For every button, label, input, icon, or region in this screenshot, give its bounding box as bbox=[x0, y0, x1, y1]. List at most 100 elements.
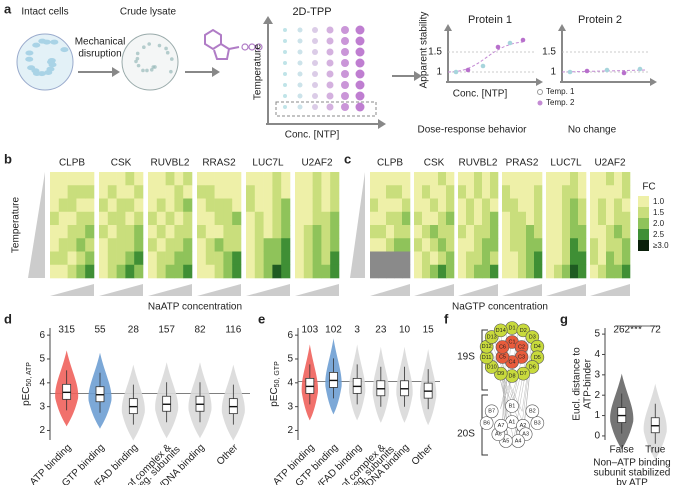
heat-cell bbox=[386, 225, 395, 239]
tpp-dot bbox=[283, 61, 287, 65]
heat-cell bbox=[598, 264, 607, 279]
heat-cell bbox=[116, 225, 126, 239]
heat-cell bbox=[85, 211, 95, 226]
node-label: C3 bbox=[518, 354, 525, 360]
heat-cell bbox=[214, 225, 224, 239]
heat-cell bbox=[590, 238, 599, 252]
heat-cell bbox=[510, 211, 519, 226]
heat-cell bbox=[446, 185, 455, 199]
heat-cell bbox=[303, 264, 313, 279]
heat-cell bbox=[422, 225, 431, 239]
heat-cell bbox=[510, 238, 519, 252]
heat-cell bbox=[474, 225, 483, 239]
heat-cell bbox=[606, 185, 615, 199]
heat-cell bbox=[386, 185, 395, 199]
heat-cell bbox=[370, 211, 379, 226]
molecule-icon bbox=[204, 28, 240, 60]
heat-cell bbox=[378, 251, 387, 266]
heat-cell bbox=[156, 264, 166, 279]
tick-label: 6 bbox=[287, 330, 293, 341]
heat-cell bbox=[321, 172, 331, 186]
node-label: C6 bbox=[499, 344, 506, 350]
heat-cell bbox=[590, 225, 599, 239]
heat-cell bbox=[534, 264, 543, 279]
debris bbox=[157, 43, 162, 48]
heat-cell bbox=[223, 185, 233, 199]
heat-cell bbox=[107, 198, 117, 213]
heat-cell bbox=[281, 185, 291, 199]
heat-cell bbox=[386, 264, 395, 279]
tick-label: 2 bbox=[39, 425, 45, 436]
node-label: C2 bbox=[518, 344, 525, 350]
tpp-dot bbox=[297, 93, 303, 99]
node-label: C1 bbox=[508, 339, 515, 345]
heat-cell bbox=[502, 264, 511, 279]
count-label: 3 bbox=[354, 325, 360, 336]
heat-cell bbox=[99, 198, 109, 213]
tpp-dot bbox=[341, 92, 349, 100]
legend-swatch bbox=[638, 229, 649, 240]
heat-cell bbox=[534, 211, 543, 226]
heat-cell bbox=[474, 238, 483, 252]
heat-cell bbox=[430, 264, 439, 279]
heat-cell bbox=[526, 225, 535, 239]
heat-cell bbox=[438, 185, 447, 199]
heat-cell bbox=[156, 238, 166, 252]
heat-cell bbox=[85, 172, 95, 186]
count-label: 82 bbox=[194, 325, 206, 336]
heat-cell bbox=[370, 225, 379, 239]
heat-cell bbox=[148, 225, 158, 239]
heat-cell bbox=[50, 185, 60, 199]
heat-cell bbox=[422, 238, 431, 252]
label: NaATP concentration bbox=[148, 302, 242, 313]
heat-cell bbox=[134, 238, 144, 252]
heat-cell bbox=[458, 264, 467, 279]
heat-cell bbox=[546, 251, 555, 266]
heat-cell bbox=[321, 264, 331, 279]
protein-label: CSK bbox=[111, 158, 132, 169]
tpp-dot bbox=[283, 28, 287, 32]
heat-cell bbox=[570, 264, 579, 279]
line bbox=[561, 69, 648, 73]
heat-cell bbox=[518, 238, 527, 252]
heat-cell bbox=[223, 238, 233, 252]
conc-wedge bbox=[370, 284, 410, 296]
cell bbox=[32, 70, 41, 76]
heat-cell bbox=[614, 225, 623, 239]
heat-cell bbox=[590, 185, 599, 199]
node-label: D6 bbox=[529, 364, 536, 370]
cell bbox=[38, 38, 47, 44]
point bbox=[495, 44, 501, 50]
heat-cell bbox=[502, 225, 511, 239]
heat-cell bbox=[223, 172, 233, 186]
heat-cell bbox=[562, 172, 571, 186]
tick-label: 5 bbox=[39, 354, 45, 365]
tpp-dot bbox=[312, 71, 318, 77]
heat-cell bbox=[606, 172, 615, 186]
heat-cell bbox=[148, 211, 158, 226]
count-label: 262 bbox=[613, 325, 630, 336]
tpp-dot bbox=[326, 48, 334, 56]
heat-cell bbox=[148, 198, 158, 213]
heat-cell bbox=[116, 251, 126, 266]
heat-cell bbox=[386, 172, 395, 186]
heat-cell bbox=[281, 251, 291, 266]
count-label: 23 bbox=[375, 325, 387, 336]
heat-cell bbox=[526, 198, 535, 213]
heat-cell bbox=[303, 185, 313, 199]
axis-title: pEC50, ATP bbox=[21, 362, 33, 406]
heat-cell bbox=[446, 211, 455, 226]
node-label: D8 bbox=[508, 373, 515, 379]
label: 19S bbox=[457, 352, 475, 363]
heat-cell bbox=[570, 172, 579, 186]
heat-cell bbox=[534, 198, 543, 213]
heat-cell bbox=[156, 185, 166, 199]
protein-label: RUVBL2 bbox=[151, 158, 190, 169]
node-label: D3 bbox=[529, 334, 536, 340]
point bbox=[637, 66, 643, 72]
heat-cell bbox=[50, 238, 60, 252]
heat-cell bbox=[165, 238, 175, 252]
legend-swatch bbox=[638, 207, 649, 218]
count-label: 102 bbox=[325, 325, 342, 336]
